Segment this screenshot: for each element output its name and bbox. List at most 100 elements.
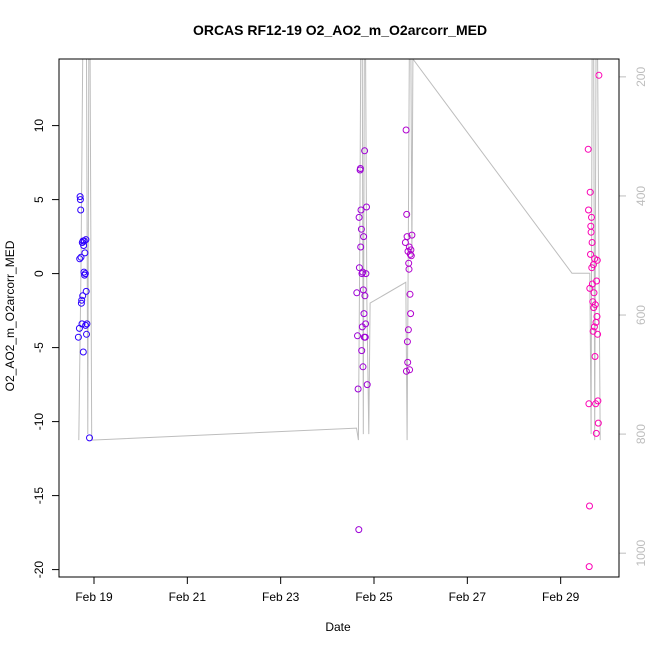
data-point [405, 259, 413, 267]
data-point [74, 333, 82, 341]
data-point [82, 236, 90, 244]
data-point [83, 320, 91, 328]
data-point [360, 310, 368, 318]
data-point [404, 358, 412, 366]
data-point [587, 228, 595, 236]
x-axis-label: Date [325, 620, 351, 634]
data-point [363, 203, 370, 211]
data-point [590, 289, 598, 297]
y-tick-label: -5 [32, 342, 46, 353]
data-point [86, 434, 93, 442]
data-point [588, 239, 596, 246]
data-point [595, 71, 603, 79]
data-point [79, 348, 87, 356]
y-tick-label: 10 [32, 119, 46, 133]
y-tick-label: -15 [32, 487, 46, 505]
data-point [361, 333, 369, 341]
x-tick-label: Feb 19 [75, 590, 113, 604]
data-point [585, 563, 593, 571]
data-point [359, 268, 367, 276]
data-point [81, 270, 89, 278]
data-point [587, 222, 595, 230]
data-point [359, 363, 367, 371]
data-point [586, 188, 594, 196]
data-point [83, 330, 90, 338]
data-point [354, 385, 362, 393]
data-point [406, 250, 414, 258]
data-point [402, 126, 410, 134]
data-point [353, 289, 361, 297]
x-axis: Feb 19 Feb 21 Feb 23 Feb 25 Feb 27 Feb 29 [75, 576, 580, 604]
data-point [587, 250, 594, 258]
data-point [363, 381, 371, 389]
data-point [404, 326, 412, 334]
data-point [361, 292, 369, 300]
trace-line [78, 59, 601, 441]
data-point [594, 397, 602, 405]
data-point [355, 526, 363, 534]
right-tick-label: 200 [634, 67, 648, 87]
data-point [406, 366, 414, 374]
data-point [78, 296, 86, 304]
x-tick-label: Feb 21 [169, 590, 207, 604]
data-point [403, 210, 411, 218]
data-point [403, 233, 411, 241]
data-point [80, 242, 88, 249]
data-point [591, 353, 599, 360]
data-point [361, 147, 369, 155]
data-point [408, 231, 416, 239]
data-point [356, 165, 364, 172]
right-tick-label: 800 [634, 424, 648, 444]
y-tick-label: -20 [32, 561, 46, 579]
data-point [357, 243, 365, 251]
data-point [360, 233, 368, 241]
data-point [586, 502, 593, 510]
data-point [362, 320, 370, 328]
data-point [77, 206, 85, 214]
data-point [81, 249, 89, 257]
data-point [585, 206, 592, 214]
data-point [357, 206, 365, 214]
data-point [592, 429, 600, 437]
data-point [407, 252, 415, 260]
right-tick-label: 400 [634, 186, 648, 206]
data-point [588, 213, 595, 221]
right-tick-label: 600 [634, 305, 648, 325]
data-point [405, 265, 413, 273]
data-point [357, 225, 365, 233]
data-point [78, 320, 86, 328]
data-point [593, 256, 601, 264]
data-point [407, 310, 415, 318]
data-point [591, 301, 599, 309]
data-point [584, 145, 592, 153]
data-point [80, 268, 88, 276]
data-point [80, 237, 88, 245]
data-point [585, 400, 593, 408]
x-tick-label: Feb 23 [262, 590, 300, 604]
data-point [76, 196, 84, 204]
data-point [593, 277, 601, 285]
right-axis: 200 400 600 800 1000 [618, 67, 648, 567]
data-point [406, 290, 414, 298]
x-tick-label: Feb 29 [542, 590, 580, 604]
data-point [76, 193, 84, 201]
data-point [82, 321, 90, 329]
data-point [403, 338, 411, 346]
data-point [77, 253, 85, 261]
right-tick-label: 1000 [634, 540, 648, 567]
data-point [594, 330, 602, 338]
y-tick-label: -10 [32, 413, 46, 431]
data-point [79, 292, 87, 300]
data-point [593, 313, 601, 320]
pressure-trace [78, 59, 601, 441]
data-point [355, 213, 363, 221]
data-point [77, 299, 85, 307]
data-point [75, 324, 83, 332]
data-point [82, 287, 90, 295]
data-point [354, 332, 361, 340]
data-point [402, 367, 410, 375]
data-point [362, 270, 370, 278]
x-tick-label: Feb 25 [355, 590, 393, 604]
y-axis: 10 5 0 -5 -10 -15 -20 [32, 119, 60, 579]
plot-frame [58, 58, 620, 578]
